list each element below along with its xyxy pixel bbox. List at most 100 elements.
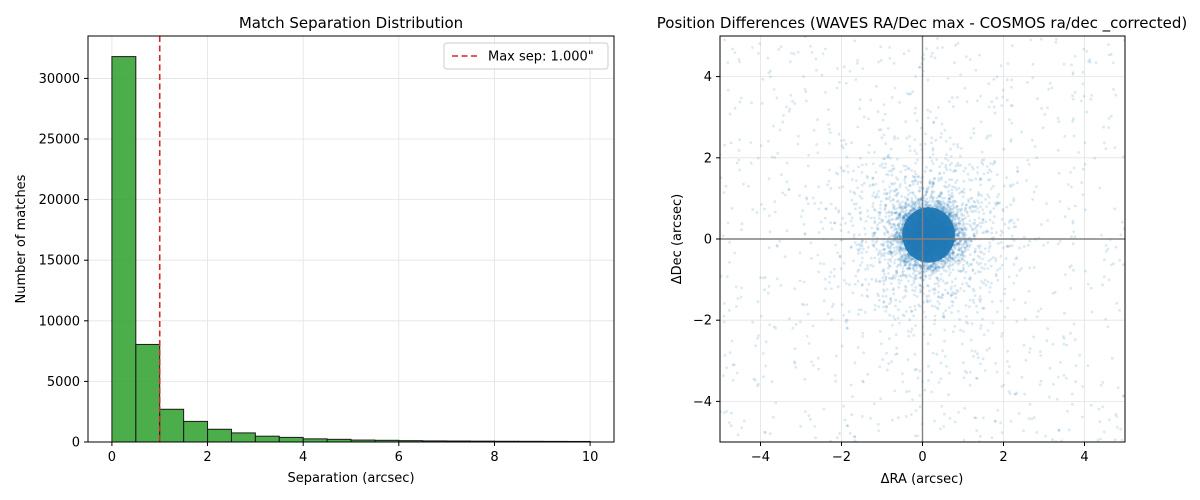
scatter-point — [882, 282, 886, 286]
scatter-point — [899, 247, 903, 251]
scatter-point — [912, 281, 916, 285]
scatter-point — [925, 267, 929, 271]
scatter-point — [890, 232, 894, 236]
scatter-point — [949, 259, 953, 263]
scatter-point — [889, 260, 893, 263]
scatter-point — [900, 248, 904, 252]
scatter-point — [928, 169, 932, 173]
scatter-point — [890, 213, 894, 217]
scatter-point — [839, 223, 843, 227]
scatter-point — [946, 205, 949, 209]
scatter-point — [962, 213, 966, 217]
scatter-point — [942, 269, 946, 272]
scatter-point — [938, 194, 942, 198]
scatter-point — [937, 262, 940, 265]
scatter-point — [914, 263, 918, 267]
scatter-point — [933, 205, 937, 208]
scatter-point — [948, 267, 951, 271]
scatter-point — [900, 254, 903, 258]
scatter-point — [909, 263, 913, 267]
scatter-point — [935, 277, 939, 281]
scatter-point — [961, 236, 965, 239]
scatter-point — [918, 200, 922, 204]
scatter-point — [931, 152, 935, 156]
scatter-point — [904, 203, 907, 206]
scatter-point — [889, 189, 893, 193]
scatter-point — [817, 231, 821, 234]
scatter-point — [924, 132, 927, 136]
scatter-point — [961, 232, 964, 236]
scatter-point — [964, 239, 967, 243]
scatter-point — [957, 248, 960, 252]
scatter-point — [906, 188, 910, 192]
scatter-point — [877, 217, 881, 220]
scatter-point — [936, 200, 940, 204]
scatter-point — [858, 233, 861, 237]
scatter-point — [895, 269, 899, 273]
scatter-point — [936, 199, 940, 203]
scatter-point — [956, 242, 960, 246]
scatter-point — [853, 241, 857, 244]
scatter-point — [936, 300, 940, 303]
scatter-point — [900, 243, 904, 247]
scatter-point — [968, 163, 971, 166]
scatter-point — [910, 196, 914, 200]
scatter-point — [946, 257, 950, 260]
scatter-point — [908, 254, 911, 257]
scatter-point — [908, 257, 912, 260]
scatter-point — [954, 296, 958, 300]
scatter-point — [823, 216, 827, 220]
scatter-point — [928, 204, 932, 207]
scatter-point — [924, 274, 928, 277]
scatter-point — [957, 186, 961, 190]
scatter-point — [897, 222, 900, 226]
scatter-point — [964, 304, 968, 307]
scatter-point — [928, 268, 931, 271]
scatter-point — [907, 273, 911, 277]
scatter-point — [946, 258, 950, 261]
scatter-point — [903, 195, 907, 199]
scatter-point — [940, 178, 943, 181]
scatter-point — [940, 202, 944, 206]
scatter-point — [872, 191, 876, 194]
scatter-point — [939, 277, 943, 281]
scatter-point — [907, 211, 911, 215]
scatter-point — [977, 216, 981, 220]
scatter-point — [873, 308, 877, 312]
scatter-point — [868, 184, 872, 188]
scatter-point — [944, 309, 948, 312]
scatter-point — [915, 263, 919, 267]
histogram-bar — [207, 428, 232, 442]
scatter-point — [899, 245, 902, 249]
scatter-point — [986, 193, 990, 197]
histogram-bar — [254, 435, 280, 442]
scatter-point — [885, 230, 889, 234]
scatter-panel: Position Differences (WAVES RA/Dec max -… — [657, 14, 1187, 487]
scatter-point — [946, 203, 949, 207]
scatter-point — [910, 208, 913, 211]
scatter-point — [913, 261, 917, 264]
scatter-point — [979, 225, 983, 229]
scatter-point — [849, 219, 853, 223]
scatter-point — [967, 200, 970, 204]
scatter-point — [894, 249, 897, 253]
scatter-point — [866, 264, 869, 267]
scatter-point — [949, 211, 953, 215]
scatter-point — [941, 265, 945, 268]
scatter-point — [930, 159, 934, 163]
scatter-point — [952, 250, 956, 254]
scatter-point — [906, 267, 909, 270]
scatter-point — [912, 208, 915, 212]
scatter-point — [896, 258, 900, 261]
scatter-point — [895, 210, 898, 214]
scatter-point — [926, 284, 930, 288]
scatter-point — [936, 201, 940, 205]
scatter-point — [952, 258, 955, 262]
scatter-point — [948, 262, 952, 266]
scatter-point — [904, 258, 908, 261]
scatter-point — [964, 239, 968, 243]
scatter-point — [877, 251, 881, 255]
scatter-point — [901, 258, 904, 262]
histogram-y-tick-label: 30000 — [39, 72, 80, 87]
scatter-point — [901, 266, 905, 270]
